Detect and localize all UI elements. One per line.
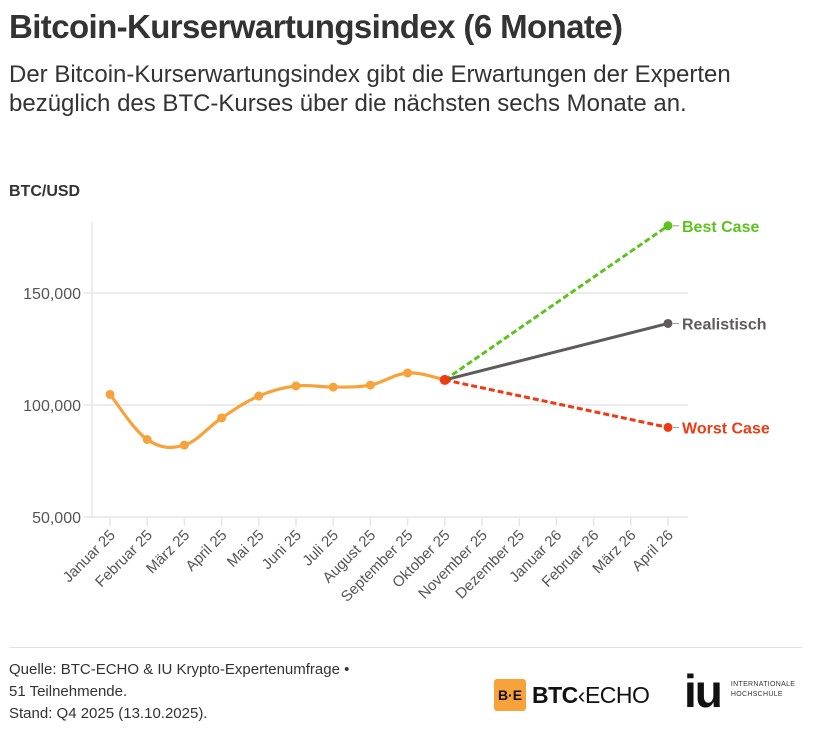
source-note: Quelle: BTC-ECHO & IU Krypto-Expertenumf… [9, 659, 349, 725]
source-line-3: Stand: Q4 2025 (13.10.2025). [9, 705, 208, 722]
data-point-historisch [328, 382, 338, 392]
x-tick-label: April 25 [182, 527, 230, 575]
current-price-point [439, 374, 450, 385]
iu-logo-line-2: HOCHSCHULE [730, 691, 783, 698]
source-line-2: 51 Teilnehmende. [9, 683, 128, 700]
series-line-realistisch [444, 322, 669, 382]
data-point-historisch [105, 389, 115, 399]
x-tick-label: April 26 [629, 527, 677, 575]
data-point-historisch [291, 381, 301, 391]
source-line-1: Quelle: BTC-ECHO & IU Krypto-Expertenumf… [9, 661, 350, 678]
iu-logo-line-1: INTERNATIONALE [730, 681, 796, 688]
chart-title: Bitcoin-Kurserwartungsindex (6 Monate) [9, 8, 623, 45]
footer-divider [9, 647, 802, 648]
btc-echo-logo-separator: ‹ [577, 681, 586, 708]
data-point-historisch [403, 368, 413, 378]
gridlines [84, 222, 688, 518]
x-tick-label: Juni 25 [259, 527, 305, 573]
y-axis-ticks: 50,000 100,000 150,000 [23, 286, 81, 527]
data-point-worst-case [663, 422, 673, 432]
chart-subtitle: Der Bitcoin-Kurserwartungsindex gibt die… [9, 61, 731, 117]
data-point-historisch [179, 440, 189, 450]
btc-echo-logo-light: ECHO [584, 681, 650, 708]
y-tick-label: 100,000 [23, 398, 81, 415]
series-label-best-case: Best Case [682, 219, 759, 236]
points-group [105, 221, 673, 450]
btc-echo-logo-mark: B·E [494, 679, 526, 711]
y-tick-label: 150,000 [23, 286, 81, 303]
btc-echo-logo-wordmark: BTC‹ECHO [532, 681, 650, 709]
series-line-worst-case [444, 378, 669, 429]
iu-logo: iu INTERNATIONALE HOCHSCHULE [684, 668, 795, 714]
series-labels: Best Case Realistisch Worst Case [673, 219, 770, 437]
btc-echo-logo: B·E BTC‹ECHO [494, 678, 650, 712]
series-line-historisch [108, 371, 447, 450]
data-point-historisch [254, 391, 264, 401]
btc-echo-logo-bold: BTC [532, 681, 578, 708]
y-tick-label: 50,000 [32, 510, 81, 527]
iu-logo-text: INTERNATIONALE HOCHSCHULE [731, 680, 795, 700]
series-label-realistisch: Realistisch [682, 316, 766, 333]
series-line-best-case [443, 224, 669, 382]
data-point-realistisch [663, 318, 673, 328]
y-axis-label: BTC/USD [9, 183, 81, 200]
iu-logo-mark: iu [684, 665, 723, 717]
data-point-best-case [663, 221, 673, 231]
data-point-historisch [217, 413, 227, 423]
data-point-historisch [365, 380, 375, 390]
series-group [108, 224, 669, 450]
data-point-historisch [142, 434, 152, 444]
series-label-worst-case: Worst Case [682, 420, 770, 437]
